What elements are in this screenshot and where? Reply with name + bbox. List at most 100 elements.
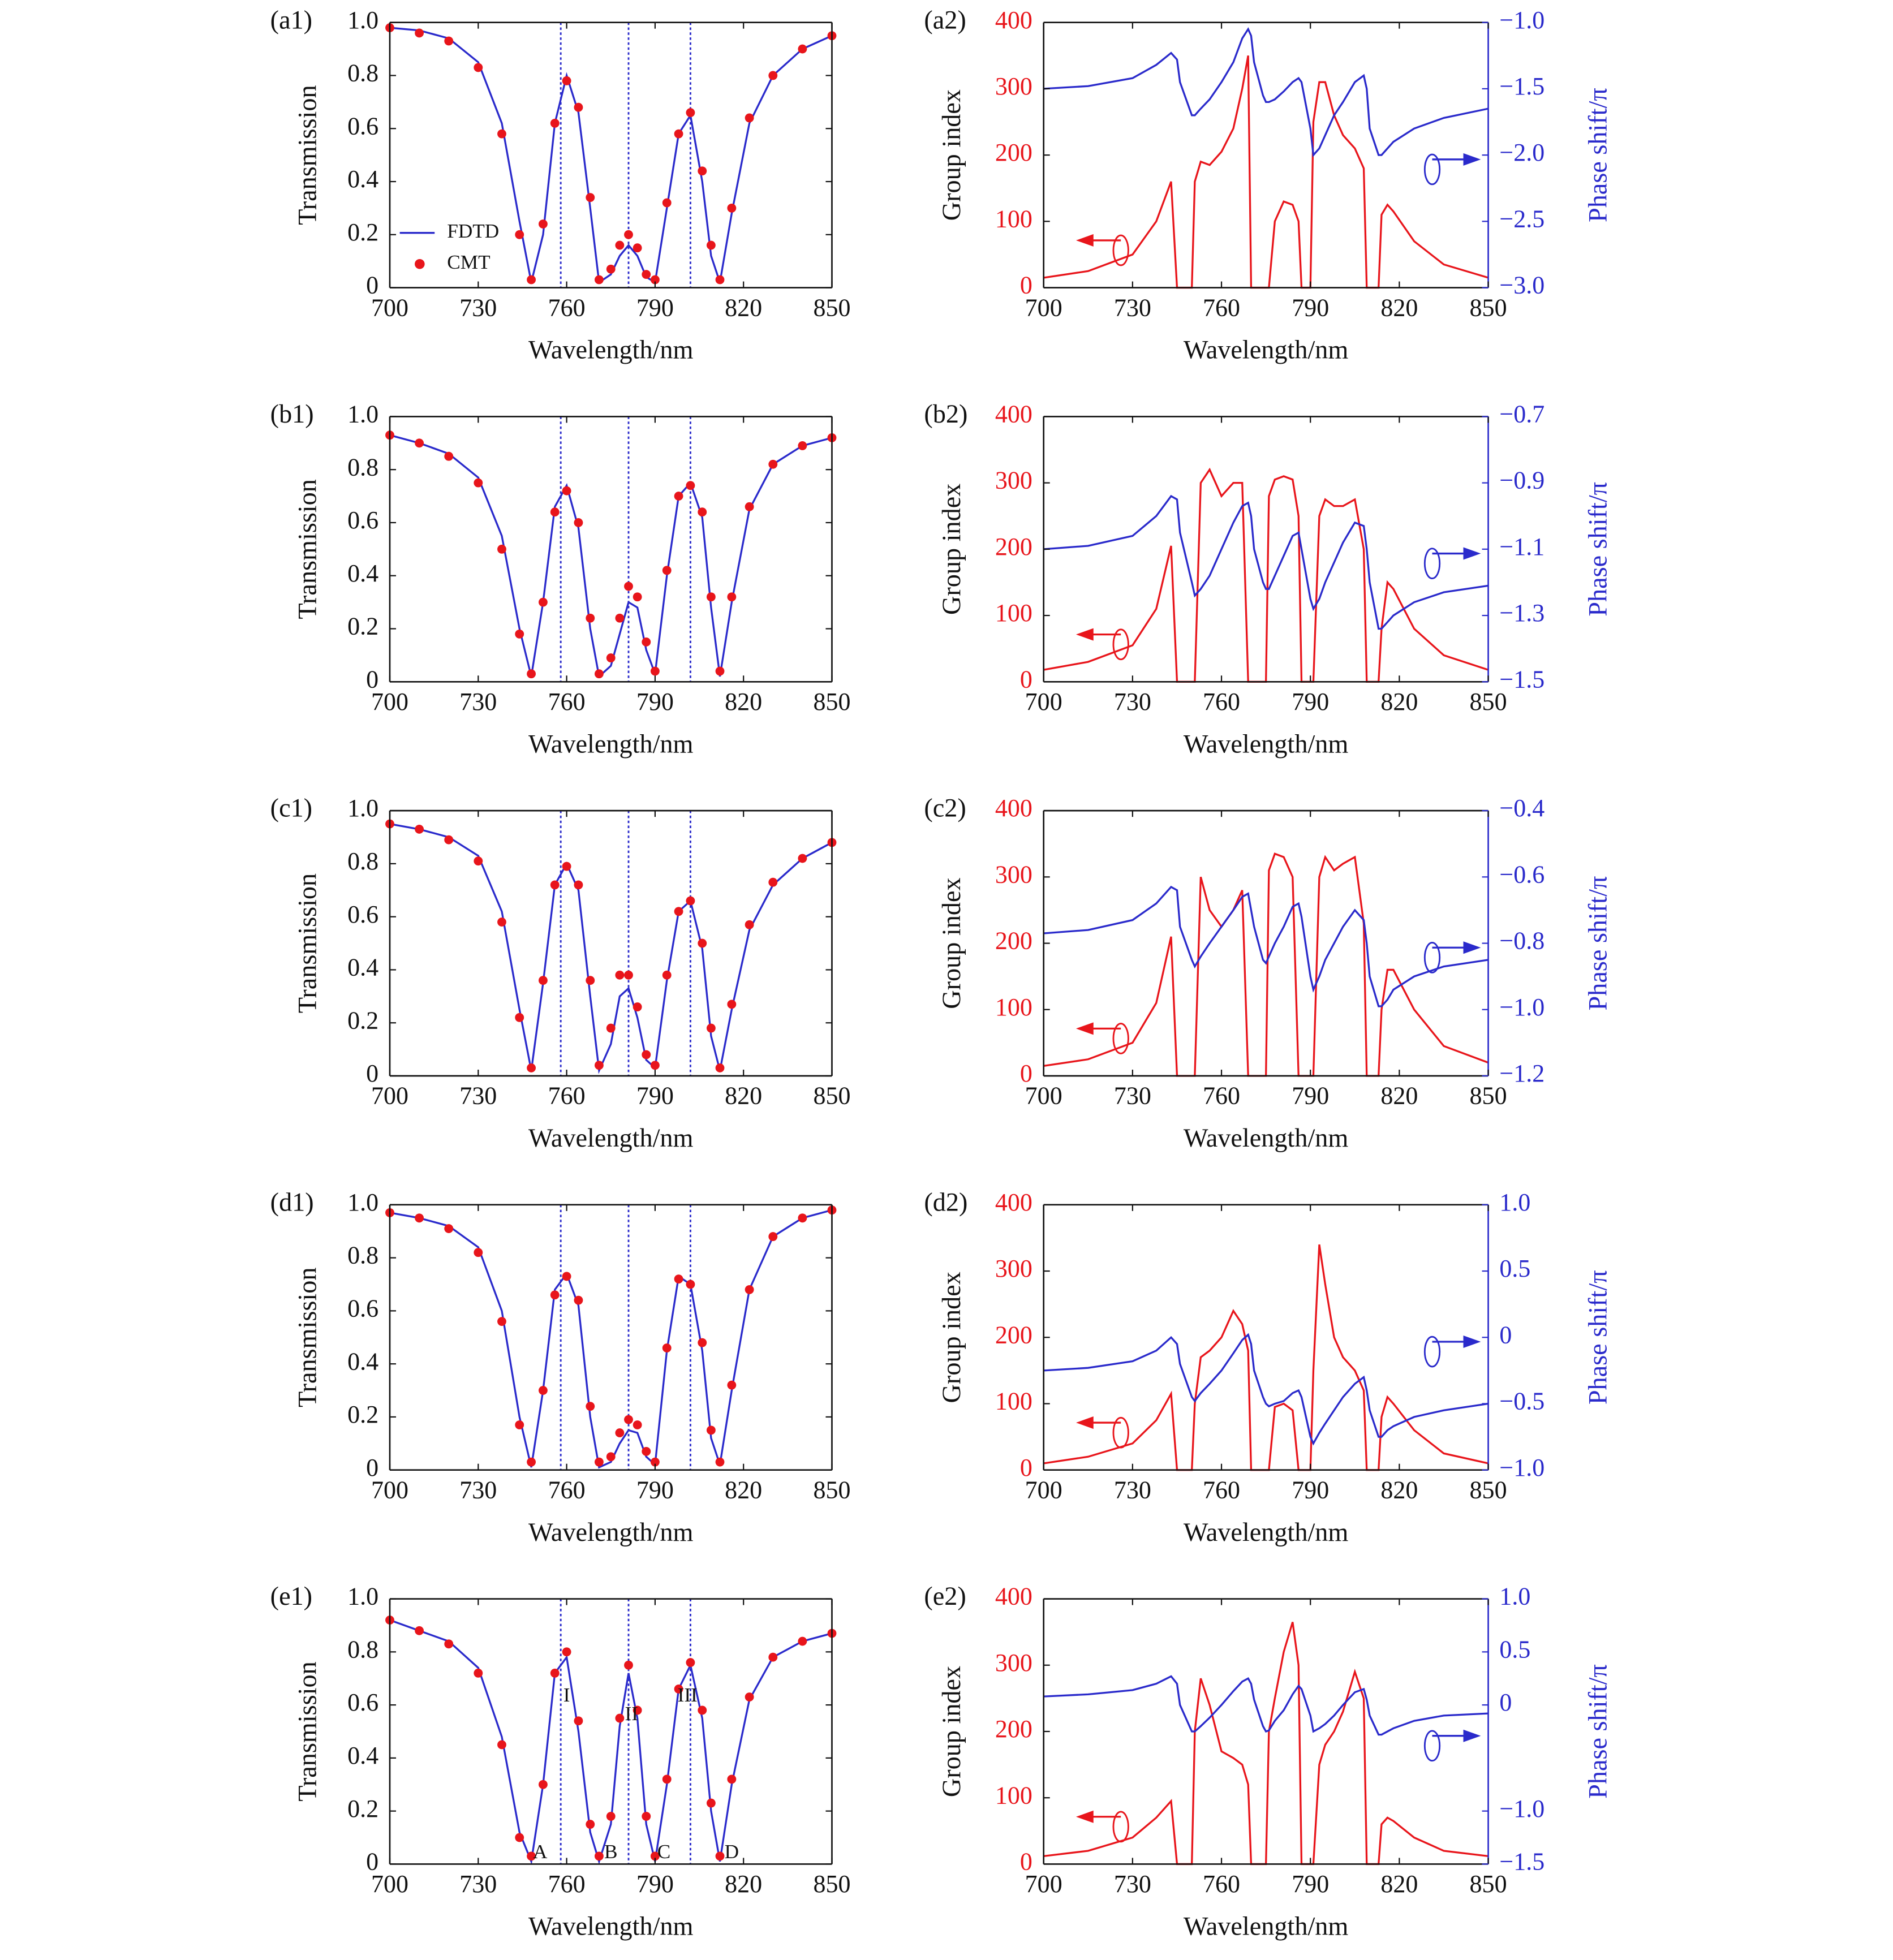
- y2-tick-label: −1.3: [1499, 599, 1544, 627]
- data-line: [1043, 467, 1489, 683]
- x-tick-label: 700: [371, 1476, 408, 1504]
- data-point: [706, 592, 716, 602]
- y-tick-label: 400: [995, 794, 1032, 822]
- data-point: [745, 113, 754, 123]
- y-tick-label: 0.8: [347, 453, 378, 481]
- data-line: [1043, 852, 1489, 1077]
- y-tick-label: 400: [995, 6, 1032, 34]
- data-point: [606, 1452, 616, 1462]
- y-axis-label: Group index: [937, 877, 966, 1009]
- data-point: [586, 1402, 595, 1411]
- y-tick-label: 0: [366, 272, 378, 299]
- x-tick-label: 700: [1025, 1870, 1062, 1898]
- panel-label: (d2): [924, 1187, 967, 1216]
- y-tick-label: 300: [995, 72, 1032, 100]
- data-point: [624, 581, 633, 591]
- data-point: [562, 1647, 571, 1657]
- x-tick-label: 730: [459, 1082, 497, 1110]
- x-tick-label: 790: [636, 1082, 674, 1110]
- x-tick-label: 820: [1380, 1870, 1418, 1898]
- y-axis-label: Group index: [937, 484, 966, 615]
- y-tick-label: 1.0: [347, 1583, 378, 1610]
- y-tick-label: 0: [366, 1454, 378, 1481]
- y-tick-label: 0.8: [347, 59, 378, 87]
- y-tick-label: 0.4: [347, 1742, 378, 1769]
- data-point: [633, 1705, 642, 1715]
- x-axis-label: Wavelength/nm: [1184, 729, 1349, 758]
- data-point: [497, 1317, 506, 1326]
- x-tick-label: 820: [1380, 1476, 1418, 1504]
- y-axis-label: Group index: [937, 1666, 966, 1797]
- data-point: [698, 166, 707, 176]
- data-point: [615, 1713, 625, 1723]
- y-tick-label: 1.0: [347, 400, 378, 428]
- x-tick-label: 730: [1114, 1082, 1151, 1110]
- y2-tick-label: −0.6: [1499, 860, 1544, 888]
- data-point: [550, 118, 560, 128]
- y-tick-label: 0: [1020, 665, 1032, 693]
- data-point: [594, 1457, 604, 1467]
- x-tick-label: 730: [459, 1476, 497, 1504]
- data-point: [615, 1428, 625, 1437]
- data-point: [642, 270, 651, 279]
- x-tick-label: 760: [1203, 688, 1240, 716]
- data-line: [1043, 1244, 1488, 1471]
- axis-indicator: [1112, 628, 1129, 661]
- y-tick-label: 200: [995, 1321, 1032, 1349]
- panel-label: (b2): [924, 399, 967, 428]
- axis-indicator: [1075, 1022, 1094, 1035]
- x-tick-label: 850: [813, 1476, 850, 1504]
- panel-label: (c1): [270, 794, 312, 822]
- data-point: [594, 1061, 604, 1070]
- y2-tick-label: −2.5: [1499, 205, 1544, 232]
- legend-label: FDTD: [447, 220, 499, 242]
- data-point: [415, 825, 424, 834]
- data-point: [474, 856, 483, 866]
- x-axis-label: Wavelength/nm: [528, 1123, 694, 1152]
- data-point: [674, 492, 683, 501]
- data-point: [606, 264, 616, 274]
- y2-tick-label: −1.0: [1499, 993, 1544, 1021]
- data-point: [594, 1851, 604, 1861]
- data-point: [515, 1013, 524, 1022]
- data-line: [389, 434, 832, 679]
- data-point: [662, 970, 672, 980]
- data-point: [444, 1224, 454, 1233]
- x-tick-label: 790: [636, 294, 674, 321]
- y2-axis-label: Phase shift/π: [1583, 88, 1612, 222]
- y-tick-label: 200: [995, 139, 1032, 166]
- y-tick-label: 0.2: [347, 1401, 378, 1428]
- axis-indicator: [1423, 548, 1441, 580]
- x-tick-label: 730: [1114, 1476, 1151, 1504]
- data-point: [768, 1232, 778, 1242]
- y-tick-label: 200: [995, 927, 1032, 955]
- y2-axis-label: Phase shift/π: [1583, 1270, 1612, 1405]
- data-line: [1043, 494, 1488, 630]
- y2-tick-label: 0.5: [1499, 1635, 1530, 1663]
- data-point: [650, 1457, 660, 1467]
- y2-axis-label: Phase shift/π: [1583, 1664, 1612, 1799]
- y-tick-label: 400: [995, 1583, 1032, 1610]
- y-axis-label: Transmission: [293, 479, 322, 619]
- data-point: [662, 566, 672, 575]
- axis-indicator: [1075, 628, 1094, 641]
- y-tick-label: 400: [995, 400, 1032, 428]
- data-point: [624, 970, 633, 980]
- data-point: [574, 1295, 583, 1305]
- y-tick-label: 0.6: [347, 901, 378, 928]
- y-tick-label: 0.4: [347, 1347, 378, 1375]
- data-point: [606, 1023, 616, 1033]
- y2-tick-label: −1.0: [1499, 1454, 1544, 1481]
- y-tick-label: 0.2: [347, 1795, 378, 1823]
- x-tick-label: 730: [1114, 688, 1151, 716]
- y2-tick-label: −1.0: [1499, 1795, 1544, 1823]
- y2-tick-label: −1.0: [1499, 6, 1544, 34]
- data-point: [538, 219, 548, 229]
- data-point: [698, 1705, 707, 1715]
- data-point: [538, 597, 548, 607]
- axis-indicator: [1463, 941, 1481, 954]
- data-point: [444, 1639, 454, 1649]
- data-point: [698, 1338, 707, 1347]
- data-point: [615, 970, 625, 980]
- data-point: [444, 835, 454, 845]
